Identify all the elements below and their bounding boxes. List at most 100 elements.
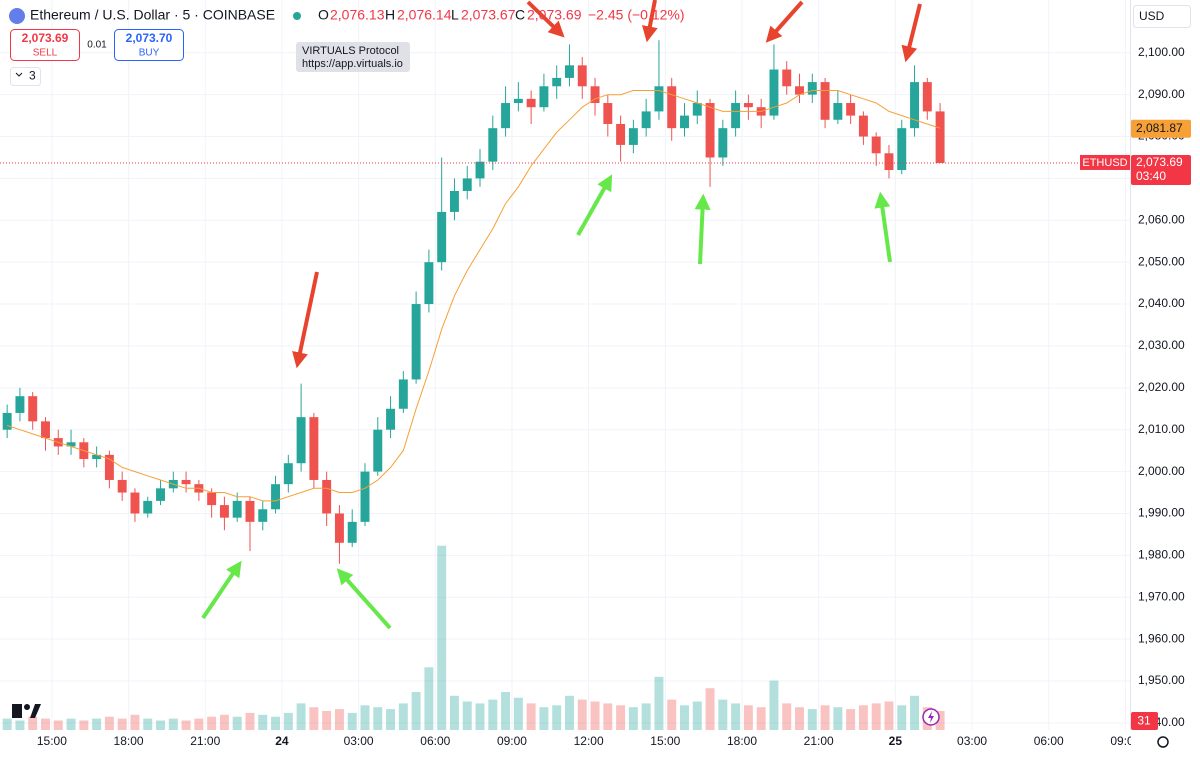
- volume-bar: [271, 716, 281, 730]
- tv-logo: [12, 704, 41, 718]
- candle-body: [922, 82, 932, 112]
- logo-part: [12, 704, 22, 718]
- candle-body: [92, 454, 102, 460]
- moving-average: [7, 90, 941, 502]
- volume-bar: [731, 703, 741, 730]
- candle-body: [795, 86, 804, 95]
- sell-price: 2,073.69: [22, 31, 69, 45]
- price-label: 2,073.69: [1136, 155, 1183, 169]
- volume-bar: [28, 716, 38, 730]
- ma-label: 2,081.87: [1136, 121, 1183, 135]
- red-arrow: [292, 271, 319, 369]
- y-tick-label: 2,030.00: [1138, 338, 1185, 352]
- candle-body: [705, 103, 715, 158]
- green-arrow: [201, 560, 242, 620]
- price-label-bg: [1131, 154, 1191, 185]
- y-tick-label: 1,960.00: [1138, 631, 1185, 645]
- volume-bar: [795, 707, 804, 730]
- x-tick-label: 15:00: [650, 734, 680, 748]
- x-tick-label: 15:00: [37, 734, 67, 748]
- y-tick-label: 2,020.00: [1138, 380, 1185, 394]
- x-tick-label: 06:00: [1034, 734, 1064, 748]
- green-arrow: [874, 191, 892, 263]
- candle-body: [858, 115, 868, 137]
- volume-bar: [501, 692, 511, 730]
- volume-bar: [437, 545, 447, 730]
- ohlc-key: H: [385, 7, 395, 23]
- volume-bar: [143, 718, 153, 730]
- volume-bar: [807, 709, 817, 730]
- volume-bar: [871, 703, 881, 730]
- sell-button[interactable]: [10, 29, 80, 61]
- candle-body: [15, 396, 25, 413]
- red-arrow: [901, 3, 922, 63]
- symbol-label-bg: [1080, 154, 1130, 170]
- candle-body: [437, 211, 447, 263]
- volume-bar: [858, 705, 868, 730]
- candle-body: [386, 408, 396, 430]
- ohlc-value: 2,076.14: [397, 7, 452, 23]
- ohlc-key: L: [451, 7, 459, 23]
- candle-body: [628, 128, 638, 145]
- candle-body: [884, 153, 894, 171]
- volume-bar: [104, 716, 114, 730]
- logo-part: [24, 704, 30, 710]
- x-tick-label: 03:00: [957, 734, 987, 748]
- ohlc-value: 2,073.69: [527, 7, 582, 23]
- buy-button[interactable]: [114, 29, 184, 61]
- x-tick-label: 25: [889, 734, 903, 748]
- badge: [1131, 712, 1158, 730]
- candle-body: [41, 421, 50, 439]
- volume-bar: [66, 718, 76, 730]
- candle-body: [692, 103, 702, 116]
- volume-bar: [373, 707, 383, 730]
- tooltip-title: VIRTUALS Protocol: [302, 45, 399, 57]
- candle-body: [935, 111, 945, 163]
- candle-body: [207, 492, 217, 506]
- candle-body: [833, 103, 843, 120]
- candle-body: [680, 115, 689, 129]
- candle-body: [283, 463, 293, 485]
- currency-button[interactable]: [1133, 5, 1191, 28]
- candle-body: [871, 136, 881, 154]
- indicators-toggle[interactable]: [10, 67, 41, 86]
- candle-body: [616, 123, 626, 145]
- volume-bar: [641, 703, 651, 730]
- x-tick-label: 09:00: [497, 734, 527, 748]
- volume-bar: [309, 707, 319, 730]
- candle-body: [181, 479, 191, 485]
- volume-bar: [565, 695, 574, 730]
- volume-bar: [219, 714, 229, 730]
- volume-bar: [782, 703, 792, 730]
- x-tick-label: 18:00: [114, 734, 144, 748]
- volume-bar: [769, 680, 779, 730]
- ma-label-bg: [1131, 119, 1191, 138]
- volume-bar: [680, 705, 689, 730]
- volume-bar: [41, 718, 50, 730]
- volume-bar: [156, 720, 165, 730]
- red-arrow: [641, 0, 658, 43]
- volume-bar: [398, 703, 408, 730]
- candle-body: [28, 396, 38, 422]
- y-tick-label: 1,950.00: [1138, 673, 1185, 687]
- tooltip: [296, 42, 410, 72]
- volume-bar: [79, 720, 89, 730]
- candle-body: [552, 77, 562, 87]
- volume-bar: [692, 701, 702, 730]
- volume-bar: [347, 712, 357, 730]
- volume-bar: [411, 692, 421, 730]
- candle-body: [846, 103, 856, 116]
- volume-bar: [258, 714, 268, 730]
- candle-body: [360, 471, 370, 522]
- change: −2.45 (−0.12%): [588, 7, 685, 23]
- volume-bar: [194, 718, 204, 730]
- candle-body: [347, 521, 357, 543]
- tooltip-url: https://app.virtuals.io: [302, 58, 403, 70]
- y-tick-label: 2,050.00: [1138, 254, 1185, 268]
- candle-body: [654, 86, 664, 112]
- volume-bar: [232, 716, 242, 730]
- settings-icon[interactable]: [1157, 736, 1169, 748]
- candle-body: [2, 412, 12, 430]
- y-tick-label: 1,970.00: [1138, 589, 1185, 603]
